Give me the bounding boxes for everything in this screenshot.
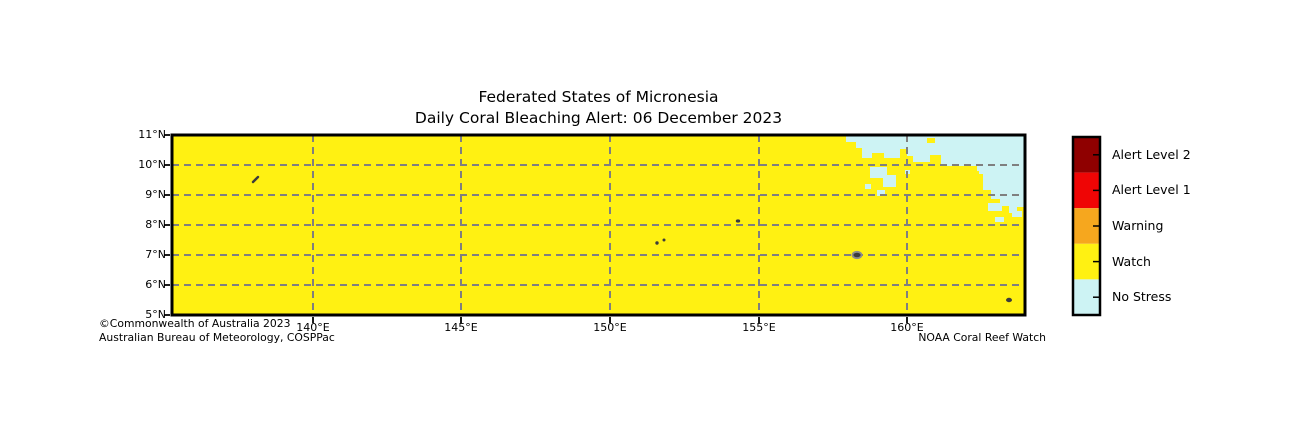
xtick-label-155e: 155°E	[742, 321, 776, 334]
no-stress-patch	[988, 203, 1002, 211]
chart-title: Federated States of Micronesia Daily Cor…	[172, 87, 1025, 129]
island-dot-central-b	[662, 238, 666, 242]
no-stress-main-area	[846, 135, 1025, 213]
island-dot-west	[251, 175, 260, 184]
axis-tick-marks	[164, 134, 908, 323]
no-stress-patch	[877, 190, 885, 196]
legend-label-alert-level-2: Alert Level 2	[1112, 146, 1191, 162]
graticule-gridlines	[172, 135, 1025, 315]
no-stress-patch	[865, 184, 871, 189]
legend-label-alert-level-1: Alert Level 1	[1112, 182, 1191, 198]
island-marks	[251, 175, 1012, 303]
map-region-no-stress	[846, 135, 1025, 222]
attribution-left: ©Commonwealth of Australia 2023 Australi…	[99, 317, 335, 345]
legend-label-no-stress: No Stress	[1112, 289, 1172, 305]
chart-title-line2: Daily Coral Bleaching Alert: 06 December…	[414, 109, 783, 127]
no-stress-patch	[1012, 211, 1022, 217]
no-stress-patch	[995, 217, 1004, 222]
legend-label-watch: Watch	[1112, 253, 1151, 269]
island-dot-central-a	[655, 241, 659, 245]
watch-specks-in-no-stress	[927, 138, 979, 177]
xtick-label-160e: 160°E	[890, 321, 924, 334]
ytick-label-6n: 6°N	[145, 278, 166, 291]
legend-border	[1071, 135, 1102, 317]
attribution-left-line2: Australian Bureau of Meteorology, COSPPa…	[99, 330, 335, 344]
attribution-left-line1: ©Commonwealth of Australia 2023	[99, 317, 291, 330]
island-dot-east-large	[851, 250, 863, 260]
chart-title-line1: Federated States of Micronesia	[478, 88, 719, 106]
legend-label-warning: Warning	[1112, 218, 1164, 233]
ytick-label-5n: 5°N	[145, 308, 166, 321]
map-border	[170, 133, 1027, 317]
ytick-label-11n: 11°N	[138, 128, 166, 141]
watch-speck	[971, 171, 979, 177]
ytick-label-9n: 9°N	[145, 188, 166, 201]
watch-speck	[927, 138, 935, 143]
no-stress-patch	[870, 167, 887, 178]
xtick-label-145e: 145°E	[444, 321, 478, 334]
island-dot-southeast	[1006, 297, 1012, 303]
ytick-label-10n: 10°N	[138, 158, 166, 171]
island-dot-mid	[735, 219, 741, 223]
no-stress-patch	[883, 175, 896, 187]
xtick-label-150e: 150°E	[593, 321, 627, 334]
ytick-label-7n: 7°N	[145, 248, 166, 261]
legend-colorbar	[1071, 135, 1102, 317]
attribution-right: NOAA Coral Reef Watch	[918, 331, 1046, 344]
ytick-label-8n: 8°N	[145, 218, 166, 231]
xtick-label-140e: 140°E	[296, 321, 330, 334]
